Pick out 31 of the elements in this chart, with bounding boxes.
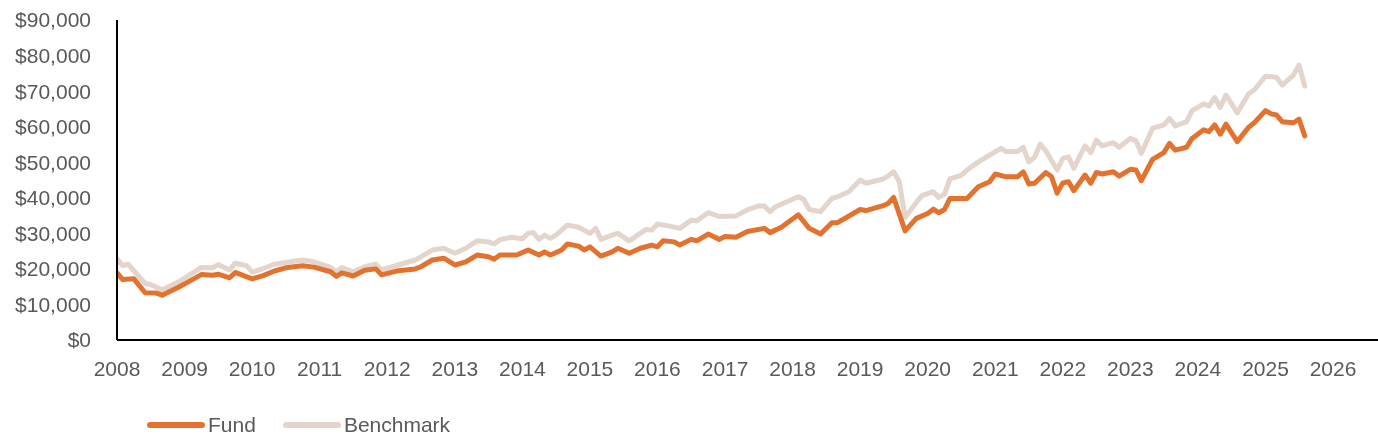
y-tick-label: $30,000 <box>15 221 91 245</box>
legend-label: Benchmark <box>343 413 451 436</box>
x-tick-label: 2015 <box>566 356 614 380</box>
x-tick-label: 2024 <box>1174 356 1222 380</box>
y-tick-label: $60,000 <box>15 115 91 139</box>
x-tick-label: 2020 <box>904 356 951 380</box>
x-tick-label: 2011 <box>297 356 343 380</box>
x-tick-label: 2019 <box>836 356 884 380</box>
x-tick-label: 2009 <box>161 356 209 380</box>
y-tick-label: $0 <box>67 328 91 352</box>
x-tick-label: 2018 <box>769 356 816 380</box>
y-tick-label: $40,000 <box>15 186 91 210</box>
y-tick-label: $70,000 <box>15 79 91 103</box>
x-tick-label: 2021 <box>971 356 1019 380</box>
x-tick-label: 2008 <box>93 356 141 380</box>
x-tick-label: 2010 <box>228 356 276 380</box>
x-tick-label: 2025 <box>1242 356 1289 380</box>
x-tick-label: 2026 <box>1309 356 1357 380</box>
y-tick-label: $20,000 <box>15 257 91 281</box>
x-tick-label: 2023 <box>1106 356 1154 380</box>
x-tick-label: 2016 <box>634 356 681 380</box>
x-tick-label: 2014 <box>499 356 547 380</box>
x-tick-label: 2022 <box>1039 356 1087 380</box>
y-tick-label: $50,000 <box>15 150 91 174</box>
y-tick-label: $80,000 <box>15 44 91 68</box>
x-tick-label: 2012 <box>363 356 411 380</box>
y-tick-label: $10,000 <box>15 292 91 316</box>
y-tick-label: $90,000 <box>15 8 91 32</box>
legend-label: Fund <box>208 413 256 436</box>
x-tick-label: 2013 <box>431 356 479 380</box>
x-tick-label: 2017 <box>701 356 749 380</box>
